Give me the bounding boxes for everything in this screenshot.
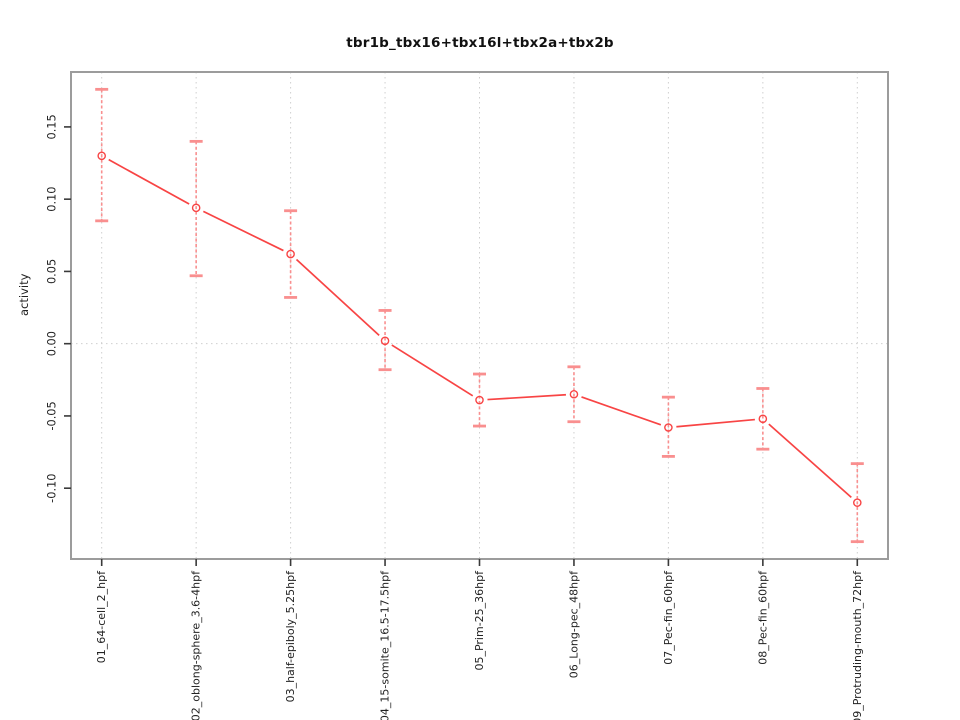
data-point-marker (191, 203, 201, 213)
data-point-marker (853, 498, 862, 507)
x-tick-label: 06_Long-pec_48hpf (567, 570, 580, 678)
data-line-segment (768, 423, 852, 498)
x-tick-label: 08_Pec-fin_60hpf (756, 570, 769, 665)
x-tick-label: 02_oblong-sphere_3.6-4hpf (190, 570, 203, 720)
data-point-marker (758, 414, 768, 424)
x-tick-label: 03_half-epiboly_5.25hpf (284, 570, 297, 703)
x-tick-label: 04_15-somite_16.5-17.5hpf (379, 570, 392, 720)
data-point-marker (475, 395, 484, 405)
data-point-marker (286, 249, 295, 259)
x-tick-label: 09_Protruding-mouth_72hpf (851, 570, 864, 720)
data-line-segment (676, 418, 755, 428)
data-point-marker (97, 151, 106, 161)
y-tick-label: -0.10 (46, 474, 59, 503)
y-tick-label: 0.05 (46, 259, 59, 284)
data-point-marker (380, 336, 390, 346)
y-tick-label: 0.00 (46, 331, 59, 356)
x-tick-label: 07_Pec-fin_60hpf (662, 570, 675, 665)
x-tick-label: 01_64-cell_2_hpf (95, 570, 108, 663)
x-tick-label: 05_Prim-25_36hpf (473, 570, 486, 671)
data-point-marker (569, 389, 579, 399)
y-tick-label: 0.15 (46, 114, 59, 139)
plot-border (70, 71, 889, 560)
data-line-segment (108, 158, 190, 205)
y-tick-label: -0.05 (46, 401, 59, 430)
y-tick-label: 0.10 (46, 187, 59, 212)
data-line-segment (487, 393, 567, 401)
data-line-segment (295, 258, 380, 337)
data-line-segment (391, 344, 474, 397)
data-line-segment (581, 396, 662, 426)
data-line-segment (202, 210, 284, 252)
chart-title: tbr1b_tbx16+tbx16l+tbx2a+tbx2b (346, 35, 614, 51)
data-point-marker (664, 423, 673, 432)
